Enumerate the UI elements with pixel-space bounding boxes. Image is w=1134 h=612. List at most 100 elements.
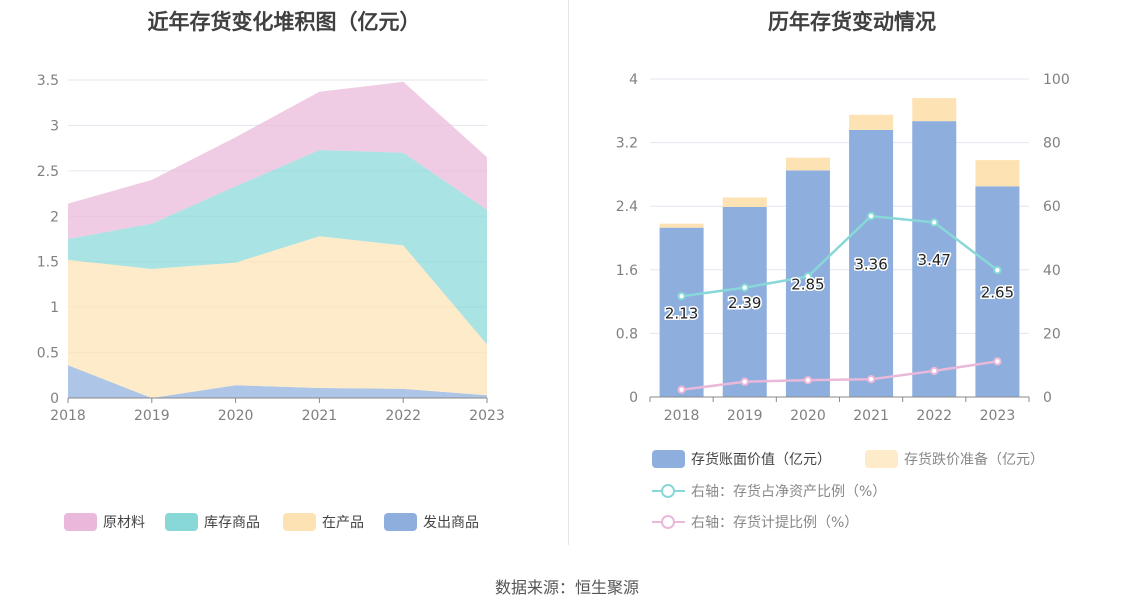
y-tick-label: 3.5 — [37, 73, 59, 89]
line-point — [930, 218, 939, 227]
legend-line-marker — [652, 513, 685, 531]
bar-存货账面价值（亿元） — [722, 206, 767, 397]
legend-item[interactable]: 库存商品 — [165, 512, 260, 532]
legend-swatch — [865, 450, 898, 468]
y2-tick-label: 0 — [1043, 390, 1052, 406]
y-tick-label: 2.5 — [37, 164, 59, 180]
bar-存货账面价值（亿元） — [785, 170, 830, 397]
inventory-stacked-area-panel: 近年存货变化堆积图（亿元） 0 0.5 1 1.5 2 2.5 3 3.5 2018 2019 20… — [0, 0, 568, 545]
legend-label: 发出商品 — [423, 515, 479, 531]
line-point — [993, 357, 1002, 366]
y2-tick-label: 80 — [1043, 136, 1061, 152]
y-tick-label: 1.6 — [616, 263, 638, 279]
x-tick-label: 2018 — [50, 408, 86, 424]
y-tick-label: 0.5 — [37, 346, 59, 362]
data-label: 3.36 — [854, 255, 887, 273]
legend-item[interactable]: 在产品 — [283, 512, 364, 532]
bar-存货账面价值（亿元） — [659, 227, 704, 397]
legend-circle — [661, 484, 675, 498]
line-point — [866, 211, 876, 221]
x-tick-label: 2022 — [916, 408, 952, 424]
bar-存货跌价准备（亿元） — [849, 114, 894, 130]
y-tick-label: 1.5 — [37, 255, 59, 271]
legend-swatch — [165, 513, 198, 531]
chart-title: 历年存货变动情况 — [768, 10, 936, 34]
legend-label: 存货账面价值（亿元） — [691, 452, 831, 468]
bar-存货跌价准备（亿元） — [912, 98, 957, 122]
legend-item[interactable]: 存货账面价值（亿元） — [652, 449, 831, 469]
y-tick-label: 0 — [50, 391, 59, 407]
x-tick-label: 2023 — [469, 408, 505, 424]
data-source: 数据来源：恒生聚源 — [494, 578, 639, 597]
y2-tick-label: 40 — [1043, 263, 1061, 279]
legend-label: 原材料 — [103, 515, 145, 531]
x-tick-label: 2020 — [790, 408, 826, 424]
y-tick-label: 3.2 — [616, 136, 638, 152]
x-tick-label: 2021 — [302, 408, 338, 424]
legend-item[interactable]: 右轴：存货计提比例（%） — [652, 512, 858, 532]
legend-item[interactable]: 右轴：存货占净资产比例（%） — [652, 481, 886, 501]
bar-存货跌价准备（亿元） — [785, 157, 830, 171]
legend-item[interactable]: 存货跌价准备（亿元） — [865, 449, 1044, 469]
line-右轴：存货占净资产比例（%） — [681, 214, 999, 298]
bar-存货账面价值（亿元） — [849, 129, 894, 397]
bar-存货跌价准备（亿元） — [975, 160, 1020, 187]
legend-swatch — [652, 450, 685, 468]
legend-swatch — [64, 513, 97, 531]
y-tick-label: 4 — [629, 72, 638, 88]
legend-line-marker — [652, 482, 685, 500]
data-label: 2.85 — [791, 276, 824, 294]
x-tick-label: 2018 — [664, 408, 700, 424]
chart-title: 近年存货变化堆积图（亿元） — [147, 10, 421, 34]
inventory-change-panel: 历年存货变动情况 0 0.8 1.6 2.4 3.2 4 0 20 40 60 80 100 2018 2… — [570, 0, 1134, 545]
bar-存货账面价值（亿元） — [912, 121, 957, 397]
legend-label: 存货跌价准备（亿元） — [904, 452, 1044, 468]
y-tick-label: 3 — [50, 118, 59, 134]
legend-label: 库存商品 — [204, 515, 260, 531]
line-point — [677, 385, 686, 394]
legend-item[interactable]: 原材料 — [64, 512, 145, 532]
y-tick-label: 0 — [629, 390, 638, 406]
line-point — [740, 377, 749, 386]
y-tick-label: 2 — [50, 209, 59, 225]
legend-item[interactable]: 发出商品 — [384, 512, 479, 532]
line-右轴：存货计提比例（%） — [681, 360, 998, 391]
bar-存货跌价准备（亿元） — [659, 223, 704, 228]
x-tick-label: 2023 — [980, 408, 1016, 424]
x-tick-label: 2020 — [218, 408, 254, 424]
y-tick-label: 1 — [50, 300, 59, 316]
x-tick-label: 2021 — [853, 408, 889, 424]
area-原材料 — [68, 81, 487, 239]
line-point — [866, 374, 876, 384]
legend-swatch — [384, 513, 417, 531]
y2-tick-label: 20 — [1043, 326, 1061, 342]
line-point — [803, 272, 813, 281]
area-库存商品 — [68, 150, 487, 345]
legend-label: 右轴：存货计提比例（%） — [691, 515, 859, 531]
bar-存货跌价准备（亿元） — [722, 197, 767, 207]
x-tick-label: 2019 — [727, 408, 763, 424]
panel-divider — [568, 0, 569, 545]
line-point — [993, 265, 1002, 275]
data-label: 2.39 — [728, 294, 761, 312]
data-label: 2.13 — [665, 304, 698, 322]
y2-tick-label: 100 — [1043, 72, 1070, 88]
y-tick-label: 2.4 — [616, 199, 638, 215]
y-tick-label: 0.8 — [616, 326, 638, 342]
data-label: 2.65 — [981, 284, 1014, 302]
area-发出商品 — [68, 365, 487, 398]
line-point — [677, 291, 686, 301]
line-point — [740, 283, 749, 292]
line-point — [930, 366, 939, 376]
legend-label: 右轴：存货占净资产比例（%） — [691, 484, 887, 500]
stacked-area-chart: 0 0.5 1 1.5 2 2.5 3 3.5 2018 2019 2020 2021 2022 2023 — [37, 73, 505, 424]
x-tick-label: 2022 — [385, 408, 421, 424]
line-point — [803, 375, 813, 385]
legend-label: 在产品 — [322, 515, 364, 531]
legend-circle — [661, 515, 675, 529]
legend-swatch — [283, 513, 316, 531]
y2-tick-label: 60 — [1043, 199, 1061, 215]
area-在产品 — [68, 236, 487, 398]
x-tick-label: 2019 — [134, 408, 170, 424]
